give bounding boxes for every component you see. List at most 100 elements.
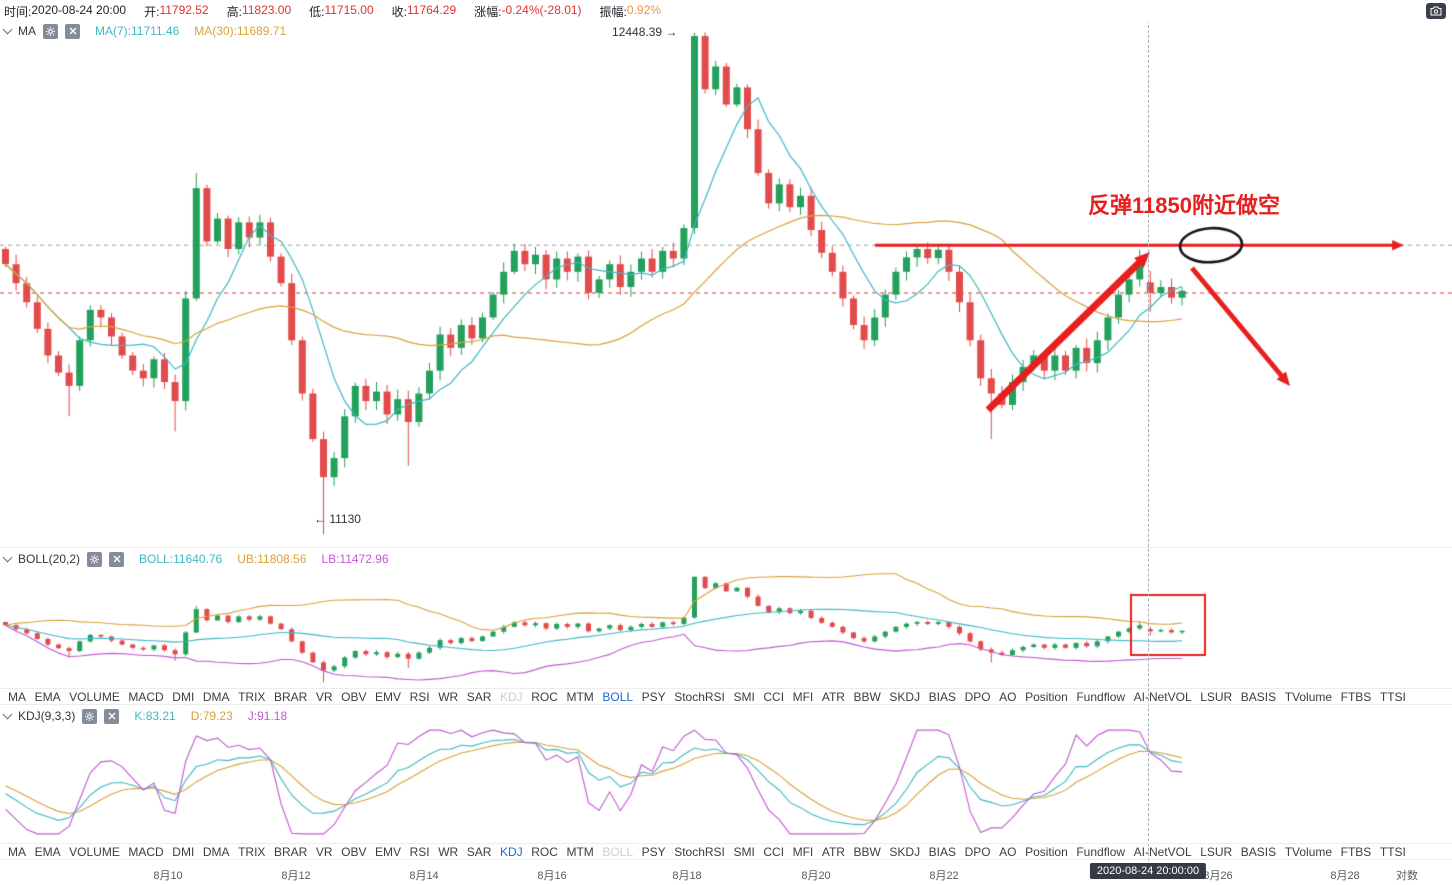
crosshair-time-badge: 2020-08-24 20:00:00 <box>1089 863 1207 879</box>
indicator-tab-position[interactable]: Position <box>1025 844 1068 859</box>
indicator-tab-sar[interactable]: SAR <box>466 844 492 859</box>
close-icon[interactable] <box>109 551 125 567</box>
legend-value: K:83.21 <box>134 709 176 723</box>
indicator-tab-ma[interactable]: MA <box>8 689 26 704</box>
kdj-chart-canvas[interactable] <box>0 726 1452 842</box>
indicator-tab-lsur[interactable]: LSUR <box>1200 844 1233 859</box>
indicator-tab-basis[interactable]: BASIS <box>1240 844 1277 859</box>
indicator-tab-rsi[interactable]: RSI <box>409 689 430 704</box>
ma-legend: MA MA(7):11711.46 MA(30):11689.71 <box>2 22 286 40</box>
main-chart-canvas[interactable] <box>0 22 1452 545</box>
indicator-tab-ao[interactable]: AO <box>999 689 1017 704</box>
indicator-tab-bbw[interactable]: BBW <box>853 844 881 859</box>
indicator-tab-boll[interactable]: BOLL <box>602 844 634 859</box>
indicator-tab-brar[interactable]: BRAR <box>274 689 308 704</box>
indicator-tab-atr[interactable]: ATR <box>821 689 845 704</box>
indicator-tab-macd[interactable]: MACD <box>128 844 164 859</box>
indicator-tab-ftbs[interactable]: FTBS <box>1340 689 1372 704</box>
log-scale-toggle[interactable]: 对数 <box>1396 870 1418 882</box>
indicator-tab-roc[interactable]: ROC <box>531 689 558 704</box>
indicator-tab-ttsi[interactable]: TTSI <box>1379 689 1406 704</box>
close-icon[interactable] <box>104 708 120 724</box>
indicator-tab-dmi[interactable]: DMI <box>172 689 195 704</box>
chevron-down-icon[interactable] <box>2 709 13 719</box>
indicator-tab-ema[interactable]: EMA <box>34 689 61 704</box>
settings-icon[interactable] <box>87 551 103 567</box>
indicator-tab-bias[interactable]: BIAS <box>928 844 957 859</box>
indicator-tab-dmi[interactable]: DMI <box>172 844 195 859</box>
indicator-tab-mtm[interactable]: MTM <box>566 689 594 704</box>
indicator-tab-trix[interactable]: TRIX <box>238 844 266 859</box>
indicator-tab-rsi[interactable]: RSI <box>409 844 430 859</box>
indicator-tab-tvolume[interactable]: TVolume <box>1284 689 1333 704</box>
indicator-tab-emv[interactable]: EMV <box>375 844 402 859</box>
indicator-tab-psy[interactable]: PSY <box>641 844 666 859</box>
indicator-tab-smi[interactable]: SMI <box>733 844 755 859</box>
settings-icon[interactable] <box>43 23 58 39</box>
low-price-annotation: ← 11130 <box>314 512 361 526</box>
time-tick: 8月28 <box>1330 870 1360 882</box>
indicator-tab-tvolume[interactable]: TVolume <box>1284 844 1333 859</box>
indicator-tab-ema[interactable]: EMA <box>34 844 61 859</box>
indicator-tab-psy[interactable]: PSY <box>641 689 666 704</box>
indicator-tab-dpo[interactable]: DPO <box>964 844 991 859</box>
indicator-tab-vr[interactable]: VR <box>315 844 333 859</box>
indicator-tab-vr[interactable]: VR <box>315 689 333 704</box>
screenshot-icon[interactable] <box>1426 3 1446 19</box>
indicator-tab-kdj[interactable]: KDJ <box>500 689 523 704</box>
chevron-down-icon[interactable] <box>2 24 13 34</box>
indicator-tab-ttsi[interactable]: TTSI <box>1379 844 1406 859</box>
indicator-tab-stochrsi[interactable]: StochRSI <box>674 844 725 859</box>
indicator-tab-macd[interactable]: MACD <box>128 689 164 704</box>
indicator-tab-cci[interactable]: CCI <box>763 689 785 704</box>
indicator-tab-kdj[interactable]: KDJ <box>500 844 523 859</box>
crosshair-vertical-line <box>1148 0 1149 861</box>
indicator-tab-dma[interactable]: DMA <box>202 844 230 859</box>
indicator-tab-lsur[interactable]: LSUR <box>1200 689 1233 704</box>
indicator-tab-obv[interactable]: OBV <box>341 844 367 859</box>
indicator-tab-ai-netvol[interactable]: AI-NetVOL <box>1133 689 1192 704</box>
indicator-tabs-row1: MA EMA VOLUME MACD DMI DMA TRIX BRAR VR OBV EMV RSI… <box>0 688 1452 705</box>
indicator-tab-emv[interactable]: EMV <box>375 689 402 704</box>
indicator-tab-atr[interactable]: ATR <box>821 844 845 859</box>
close-icon[interactable] <box>65 23 80 39</box>
time-tick: 8月10 <box>153 870 183 882</box>
indicator-tab-bias[interactable]: BIAS <box>928 689 957 704</box>
indicator-tab-fundflow[interactable]: Fundflow <box>1076 844 1126 859</box>
indicator-tab-skdj[interactable]: SKDJ <box>889 844 921 859</box>
indicator-tab-bbw[interactable]: BBW <box>853 689 881 704</box>
indicator-tab-boll[interactable]: BOLL <box>602 689 634 704</box>
indicator-tab-fundflow[interactable]: Fundflow <box>1076 689 1126 704</box>
indicator-tab-position[interactable]: Position <box>1025 689 1068 704</box>
indicator-tab-mtm[interactable]: MTM <box>566 844 594 859</box>
ohlc-field: 时间: 2020-08-24 20:00 <box>4 2 127 19</box>
indicator-tab-volume[interactable]: VOLUME <box>69 844 120 859</box>
indicator-tab-volume[interactable]: VOLUME <box>69 689 120 704</box>
indicator-tab-ao[interactable]: AO <box>999 844 1017 859</box>
indicator-tab-basis[interactable]: BASIS <box>1240 689 1277 704</box>
indicator-tab-wr[interactable]: WR <box>438 844 459 859</box>
indicator-tab-ma[interactable]: MA <box>8 844 26 859</box>
indicator-tab-dpo[interactable]: DPO <box>964 689 991 704</box>
indicator-tab-trix[interactable]: TRIX <box>238 689 266 704</box>
indicator-tab-ftbs[interactable]: FTBS <box>1340 844 1372 859</box>
indicator-tab-mfi[interactable]: MFI <box>792 844 814 859</box>
indicator-tab-ai-netvol[interactable]: AI-NetVOL <box>1133 844 1192 859</box>
indicator-tab-dma[interactable]: DMA <box>202 689 230 704</box>
indicator-tab-sar[interactable]: SAR <box>466 689 492 704</box>
legend-value: MA(7):11711.46 <box>95 24 180 38</box>
indicator-tab-stochrsi[interactable]: StochRSI <box>674 689 725 704</box>
indicator-tab-mfi[interactable]: MFI <box>792 689 814 704</box>
indicator-tab-obv[interactable]: OBV <box>341 689 367 704</box>
indicator-tab-skdj[interactable]: SKDJ <box>889 689 921 704</box>
settings-icon[interactable] <box>82 708 98 724</box>
indicator-tab-wr[interactable]: WR <box>438 689 459 704</box>
indicator-tab-roc[interactable]: ROC <box>531 844 558 859</box>
boll-chart-canvas[interactable] <box>0 570 1452 688</box>
chevron-down-icon[interactable] <box>2 552 13 562</box>
indicator-tab-brar[interactable]: BRAR <box>274 844 308 859</box>
indicator-tab-smi[interactable]: SMI <box>733 689 755 704</box>
ohlc-bar: 时间: 2020-08-24 20:00 开: 11792.52 高: 11823.00 低… <box>0 0 1452 22</box>
indicator-tab-cci[interactable]: CCI <box>763 844 785 859</box>
